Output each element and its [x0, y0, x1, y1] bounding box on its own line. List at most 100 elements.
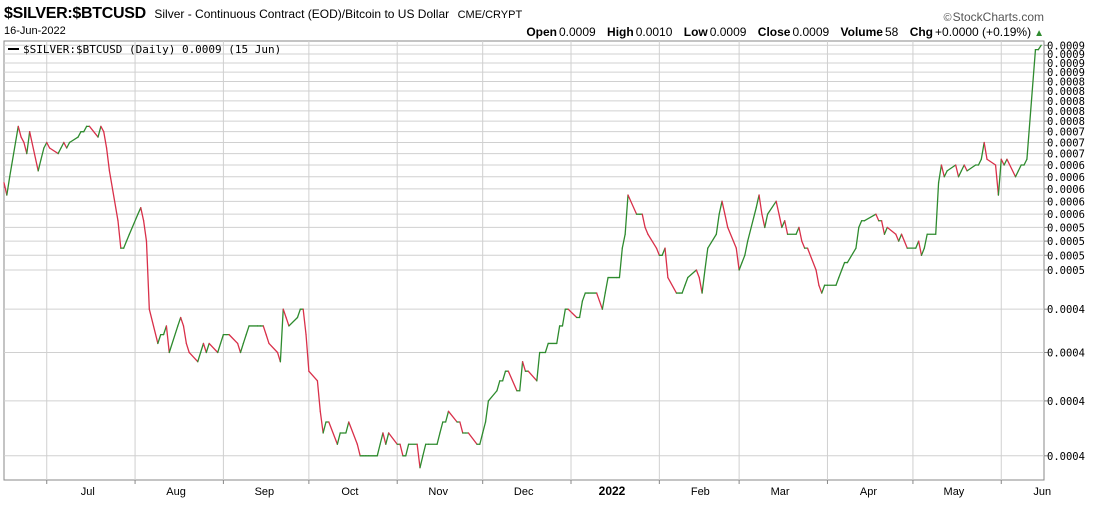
price-segment-down — [641, 213, 646, 229]
price-segment-down — [382, 432, 387, 445]
y-tick-label: 0.0008 — [1047, 106, 1085, 118]
price-segment-down — [698, 276, 703, 294]
price-segment-up — [943, 170, 948, 178]
y-tick-label: 0.0009 — [1047, 58, 1085, 70]
x-tick-label: Feb — [691, 486, 710, 498]
price-segment-down — [521, 361, 527, 372]
price-segment-up — [197, 351, 202, 363]
price-segment-down — [627, 194, 638, 215]
price-segment-down — [265, 333, 270, 345]
x-axis: Jul Aug Sep Oct Nov Dec 2022 Feb Mar Apr May Jun — [46, 480, 1051, 498]
price-segment-down — [818, 284, 823, 294]
y-tick-label: 0.0006 — [1047, 184, 1085, 196]
price-segment-up — [946, 164, 957, 172]
price-segment-down — [17, 125, 22, 138]
price-segment-up — [835, 276, 840, 286]
price-segment-down — [886, 226, 897, 235]
price-segment-down — [917, 240, 923, 256]
price-segment-down — [963, 164, 968, 172]
price-segment-down — [356, 443, 361, 457]
price-segment-down — [775, 200, 780, 215]
price-segment-up — [436, 432, 441, 445]
y-tick-label: 0.0005 — [1047, 250, 1085, 262]
price-segment-up — [838, 269, 843, 279]
price-segment-up — [687, 269, 698, 279]
price-segment-up — [1023, 158, 1028, 166]
price-segment-up — [444, 410, 450, 423]
price-segment-down — [348, 421, 358, 445]
x-tick-label: Jun — [1033, 486, 1051, 498]
price-segment-up — [795, 226, 800, 235]
price-segment-down — [182, 325, 188, 345]
price-segment-up — [125, 233, 131, 242]
price-segment-up — [883, 226, 888, 235]
y-tick-label: 0.0009 — [1047, 49, 1085, 61]
price-segment-up — [482, 421, 487, 434]
price-segment-up — [245, 325, 250, 336]
price-segment-down — [228, 333, 239, 345]
legend-text: $SILVER:$BTCUSD (Daily) 0.0009 (15 Jun) — [23, 43, 281, 56]
price-segment-up — [496, 380, 501, 392]
price-segment-down — [105, 147, 111, 172]
price-segment-down — [328, 421, 339, 445]
price-segment-up — [385, 432, 390, 445]
price-segment-up — [379, 432, 384, 445]
price-segment-down — [399, 443, 404, 457]
x-tick-label: May — [944, 486, 965, 498]
brand-link[interactable]: ©StockCharts.com — [944, 10, 1044, 24]
x-tick-label: 2022 — [599, 484, 626, 498]
price-segment-up — [704, 247, 709, 271]
price-segment-up — [855, 226, 860, 249]
price-segment-down — [598, 300, 604, 310]
price-segment-up — [1026, 49, 1037, 160]
y-tick-label: 0.0005 — [1047, 236, 1085, 248]
price-segment-down — [895, 233, 900, 242]
title-row: $SILVER:$BTCUSD Silver - Continuous Cont… — [4, 5, 522, 23]
y-axis: 0.00090.00090.00090.00090.00080.00080.00… — [1044, 40, 1085, 463]
price-segment-up — [960, 164, 965, 172]
price-segment-up — [556, 325, 561, 345]
price-segment-up — [296, 308, 301, 319]
ohlc-summary: Open 0.0009 High 0.0010 Low 0.0009 Close 0.0… — [518, 25, 1044, 39]
price-segment-up — [40, 147, 45, 160]
open-label: Open — [526, 25, 557, 39]
price-segment-up — [581, 292, 586, 302]
price-segment-down — [316, 380, 321, 412]
price-segment-up — [177, 316, 182, 327]
price-segment-up — [536, 351, 541, 382]
price-segment-up — [923, 233, 928, 249]
price-segment-down — [527, 370, 538, 382]
exchange-label: CME/CRYPT — [457, 9, 523, 21]
price-segment-up — [957, 170, 963, 178]
price-segment-up — [684, 276, 689, 286]
price-segment-down — [20, 136, 25, 144]
price-segment-up — [6, 176, 11, 196]
price-segment-up — [168, 325, 179, 354]
price-segment-up — [1003, 158, 1008, 166]
x-tick-label: Dec — [514, 486, 534, 498]
price-segment-down — [647, 233, 658, 249]
price-segment-down — [798, 226, 803, 242]
price-segment-down — [735, 247, 740, 271]
price-segment-up — [858, 220, 863, 229]
price-segment-down — [983, 141, 988, 160]
price-segment-down — [23, 141, 28, 155]
price-segment-up — [1037, 44, 1042, 51]
symbol-title: $SILVER:$BTCUSD — [4, 5, 146, 22]
price-segment-down — [108, 170, 119, 222]
price-segment-down — [268, 342, 279, 354]
price-segment-down — [285, 316, 290, 327]
y-tick-label: 0.0005 — [1047, 265, 1085, 277]
price-segment-up — [863, 213, 877, 222]
copyright-icon: © — [943, 12, 952, 24]
price-segment-up — [128, 213, 139, 235]
price-segment-up — [544, 342, 549, 354]
price-segment-up — [242, 333, 247, 345]
price-segment-up — [821, 284, 826, 294]
price-segment-up — [487, 390, 498, 402]
price-segment-up — [618, 247, 623, 279]
x-tick-label: Oct — [341, 486, 358, 498]
chart-legend: $SILVER:$BTCUSD (Daily) 0.0009 (15 Jun) — [8, 43, 281, 56]
price-segment-down — [1006, 158, 1017, 178]
